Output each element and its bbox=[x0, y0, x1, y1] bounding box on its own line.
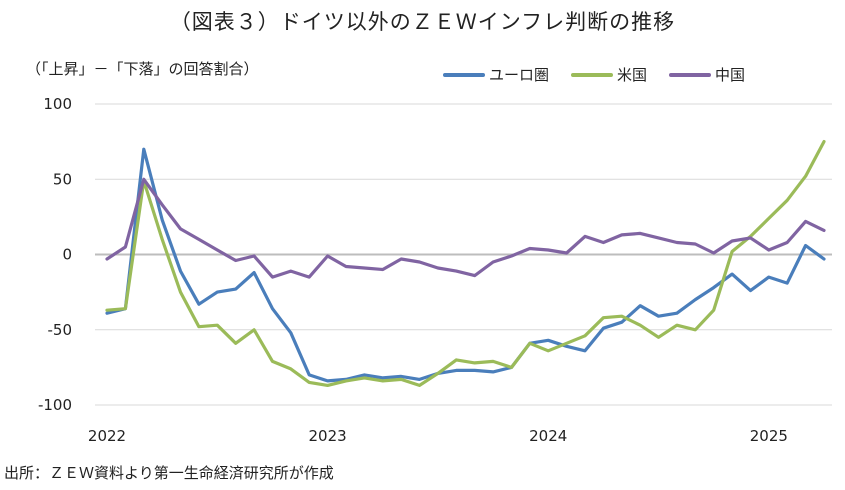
y-tick-label: -50 bbox=[48, 321, 73, 339]
y-tick-label: 0 bbox=[62, 246, 72, 264]
legend-swatch-us bbox=[571, 72, 614, 77]
x-tick-label: 2022 bbox=[88, 427, 126, 445]
source-note: 出所：ＺＥＷ資料より第一生命経済研究所が作成 bbox=[4, 464, 334, 482]
legend: ユーロ圏 米国 中国 bbox=[443, 64, 761, 85]
series-line-eurozone bbox=[105, 147, 826, 383]
legend-label-eurozone: ユーロ圏 bbox=[489, 66, 550, 84]
chart-title: （図表３）ドイツ以外のＺＥＷインフレ判断の推移 bbox=[169, 10, 676, 34]
legend-label-china: 中国 bbox=[715, 66, 746, 84]
legend-item-china: 中国 bbox=[669, 64, 745, 85]
legend-swatch-china bbox=[669, 72, 712, 77]
x-tick-label: 2024 bbox=[529, 427, 567, 445]
y-tick-label: 100 bbox=[43, 95, 72, 113]
y-tick-label: -100 bbox=[38, 396, 72, 414]
legend-item-us: 米国 bbox=[571, 64, 647, 85]
series-line-china bbox=[105, 177, 826, 279]
y-tick-label: 50 bbox=[53, 170, 72, 188]
x-tick-label: 2023 bbox=[309, 427, 347, 445]
series-line-us bbox=[105, 140, 826, 387]
chart-subtitle: （「上昇」－「下落」の回答割合） bbox=[26, 60, 259, 78]
legend-item-eurozone: ユーロ圏 bbox=[443, 64, 549, 85]
x-tick-label: 2025 bbox=[750, 427, 788, 445]
legend-swatch-eurozone bbox=[443, 72, 485, 77]
legend-label-us: 米国 bbox=[617, 66, 648, 84]
